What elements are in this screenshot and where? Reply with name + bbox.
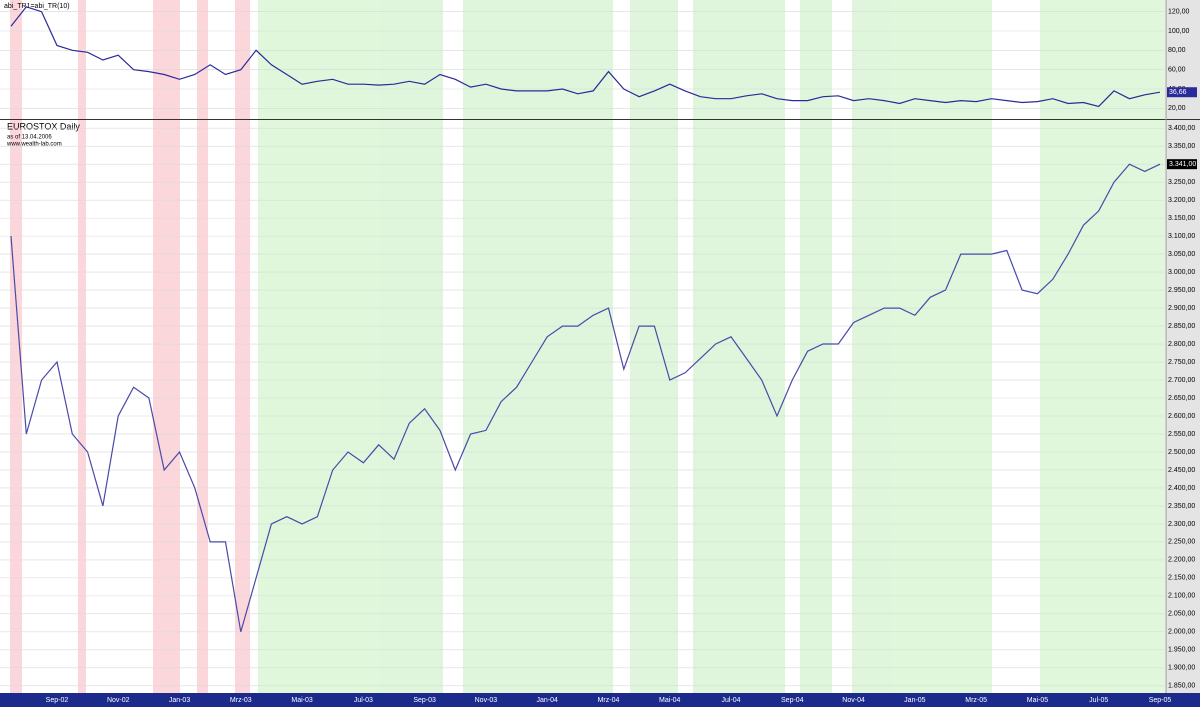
y-tick-label: 2.500,00 bbox=[1168, 449, 1195, 456]
red-band bbox=[153, 0, 180, 693]
last-value-box bbox=[1167, 159, 1197, 170]
red-band bbox=[78, 0, 86, 693]
y-tick-label: 2.850,00 bbox=[1168, 323, 1195, 330]
red-band bbox=[197, 0, 208, 693]
x-tick-label: Nov-03 bbox=[475, 697, 498, 704]
x-tick-label: Mai-05 bbox=[1027, 697, 1049, 704]
x-tick-label: Mai-04 bbox=[659, 697, 681, 704]
y-tick-label: 3.050,00 bbox=[1168, 251, 1195, 258]
green-band bbox=[1040, 0, 1165, 693]
regime-shading bbox=[10, 0, 1165, 693]
annotation: www.wealth-lab.com bbox=[6, 142, 62, 148]
x-tick-label: Jul-05 bbox=[1089, 697, 1108, 704]
y-tick-label: 2.100,00 bbox=[1168, 593, 1195, 600]
x-tick-label: Mai-03 bbox=[291, 697, 313, 704]
y-tick-label: 2.700,00 bbox=[1168, 377, 1195, 384]
green-band bbox=[800, 0, 832, 693]
y-tick-label: 3.100,00 bbox=[1168, 233, 1195, 240]
y-tick-label: 2.750,00 bbox=[1168, 359, 1195, 366]
y-tick-label: 2.350,00 bbox=[1168, 503, 1195, 510]
x-tick-label: Jan-04 bbox=[536, 697, 558, 704]
x-axis-bar bbox=[0, 693, 1200, 707]
x-tick-label: Jan-05 bbox=[904, 697, 926, 704]
y-tick-label: 2.150,00 bbox=[1168, 575, 1195, 582]
x-tick-label: Jul-03 bbox=[354, 697, 373, 704]
y-tick-label: 2.450,00 bbox=[1168, 467, 1195, 474]
y-tick-label: 2.400,00 bbox=[1168, 485, 1195, 492]
data-line bbox=[10, 6, 1161, 108]
y-tick-label: 2.600,00 bbox=[1168, 413, 1195, 420]
green-band bbox=[258, 0, 443, 693]
chart-title: EUROSTOX Daily bbox=[7, 121, 80, 131]
green-band bbox=[852, 0, 992, 693]
x-tick-label: Mrz-05 bbox=[965, 697, 987, 704]
y-tick-label: 2.200,00 bbox=[1168, 557, 1195, 564]
y-tick-label: 120,00 bbox=[1168, 9, 1190, 16]
y-tick-label: 3.150,00 bbox=[1168, 215, 1195, 222]
y-tick-label: 3.000,00 bbox=[1168, 269, 1195, 276]
x-tick-label: Mrz-04 bbox=[598, 697, 620, 704]
chart-subtitle: as of 13.04.2006 bbox=[7, 135, 52, 141]
last-value-label: 36,66 bbox=[1169, 89, 1187, 96]
y-tick-label: 2.900,00 bbox=[1168, 305, 1195, 312]
x-tick-label: Mrz-03 bbox=[230, 697, 252, 704]
last-value-label: 3.341,00 bbox=[1169, 161, 1196, 168]
green-band bbox=[630, 0, 678, 693]
y-tick-label: 2.250,00 bbox=[1168, 539, 1195, 546]
red-band bbox=[235, 0, 250, 693]
y-tick-label: 2.950,00 bbox=[1168, 287, 1195, 294]
y-tick-label: 2.550,00 bbox=[1168, 431, 1195, 438]
green-band bbox=[693, 0, 785, 693]
x-tick-label: Sep-02 bbox=[46, 697, 69, 704]
x-tick-label: Nov-04 bbox=[842, 697, 865, 704]
y-tick-label: 2.300,00 bbox=[1168, 521, 1195, 528]
y-tick-label: 60,00 bbox=[1168, 67, 1186, 74]
x-tick-label: Sep-05 bbox=[1149, 697, 1172, 704]
last-value-box bbox=[1167, 87, 1197, 98]
y-tick-label: 3.250,00 bbox=[1168, 179, 1195, 186]
x-tick-label: Sep-04 bbox=[781, 697, 804, 704]
y-tick-label: 2.050,00 bbox=[1168, 611, 1195, 618]
x-tick-label: Sep-03 bbox=[413, 697, 436, 704]
y-axis-panel bbox=[1166, 0, 1200, 693]
y-tick-label: 1.850,00 bbox=[1168, 683, 1195, 690]
green-band bbox=[463, 0, 613, 693]
y-tick-label: 2.000,00 bbox=[1168, 629, 1195, 636]
y-tick-label: 1.900,00 bbox=[1168, 665, 1195, 672]
indicator-title: abi_TR1=abi_TR(10) bbox=[4, 3, 70, 10]
red-band bbox=[10, 0, 22, 693]
y-tick-label: 3.200,00 bbox=[1168, 197, 1195, 204]
y-tick-label: 20,00 bbox=[1168, 105, 1186, 112]
y-tick-label: 2.650,00 bbox=[1168, 395, 1195, 402]
y-tick-label: 3.400,00 bbox=[1168, 125, 1195, 132]
y-tick-label: 3.350,00 bbox=[1168, 143, 1195, 150]
data-line bbox=[10, 163, 1161, 632]
x-tick-label: Nov-02 bbox=[107, 697, 130, 704]
y-tick-label: 80,00 bbox=[1168, 47, 1186, 54]
x-tick-label: Jan-03 bbox=[169, 697, 191, 704]
y-tick-label: 1.950,00 bbox=[1168, 647, 1195, 654]
x-tick-label: Jul-04 bbox=[722, 697, 741, 704]
y-tick-label: 2.800,00 bbox=[1168, 341, 1195, 348]
y-tick-label: 100,00 bbox=[1168, 28, 1190, 35]
